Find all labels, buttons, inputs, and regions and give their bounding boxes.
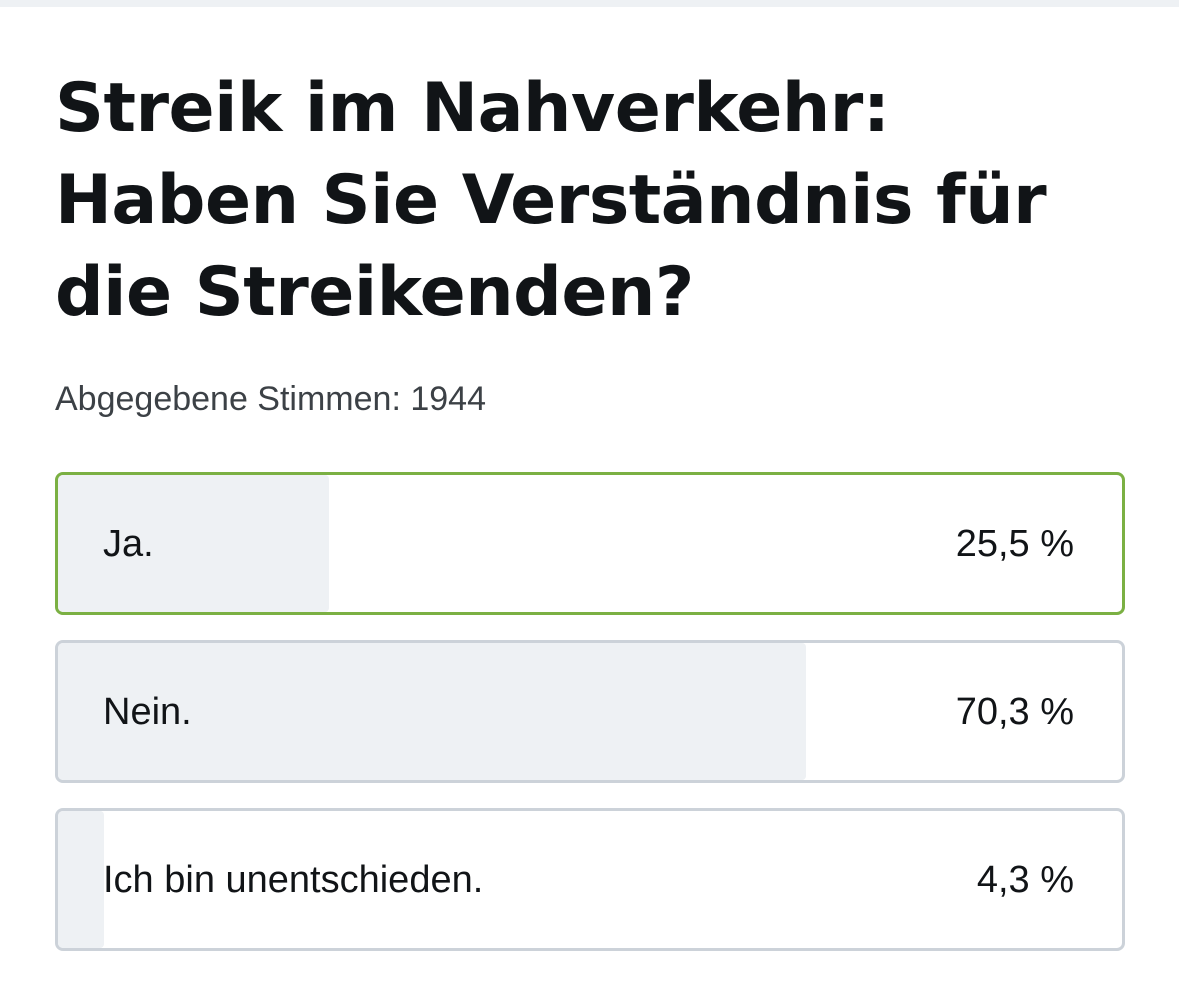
poll-option-nein[interactable]: Nein. 70,3 % — [55, 640, 1125, 783]
poll-option-unentschieden[interactable]: Ich bin unentschieden. 4,3 % — [55, 808, 1125, 951]
result-bar — [58, 475, 330, 612]
option-percent: 70,3 % — [955, 690, 1074, 733]
vote-count: Abgegebene Stimmen: 1944 — [55, 380, 486, 418]
poll-option-ja[interactable]: Ja. 25,5 % — [55, 472, 1125, 615]
result-bar — [58, 811, 104, 948]
option-percent: 25,5 % — [955, 522, 1074, 565]
option-label: Nein. — [103, 690, 192, 733]
top-divider — [0, 0, 1179, 7]
option-label: Ja. — [103, 522, 154, 565]
result-bar — [58, 643, 806, 780]
option-percent: 4,3 % — [976, 858, 1074, 901]
poll-question: Streik im Nahverkehr: Haben Sie Verständ… — [55, 69, 1047, 332]
option-label: Ich bin unentschieden. — [103, 858, 484, 901]
